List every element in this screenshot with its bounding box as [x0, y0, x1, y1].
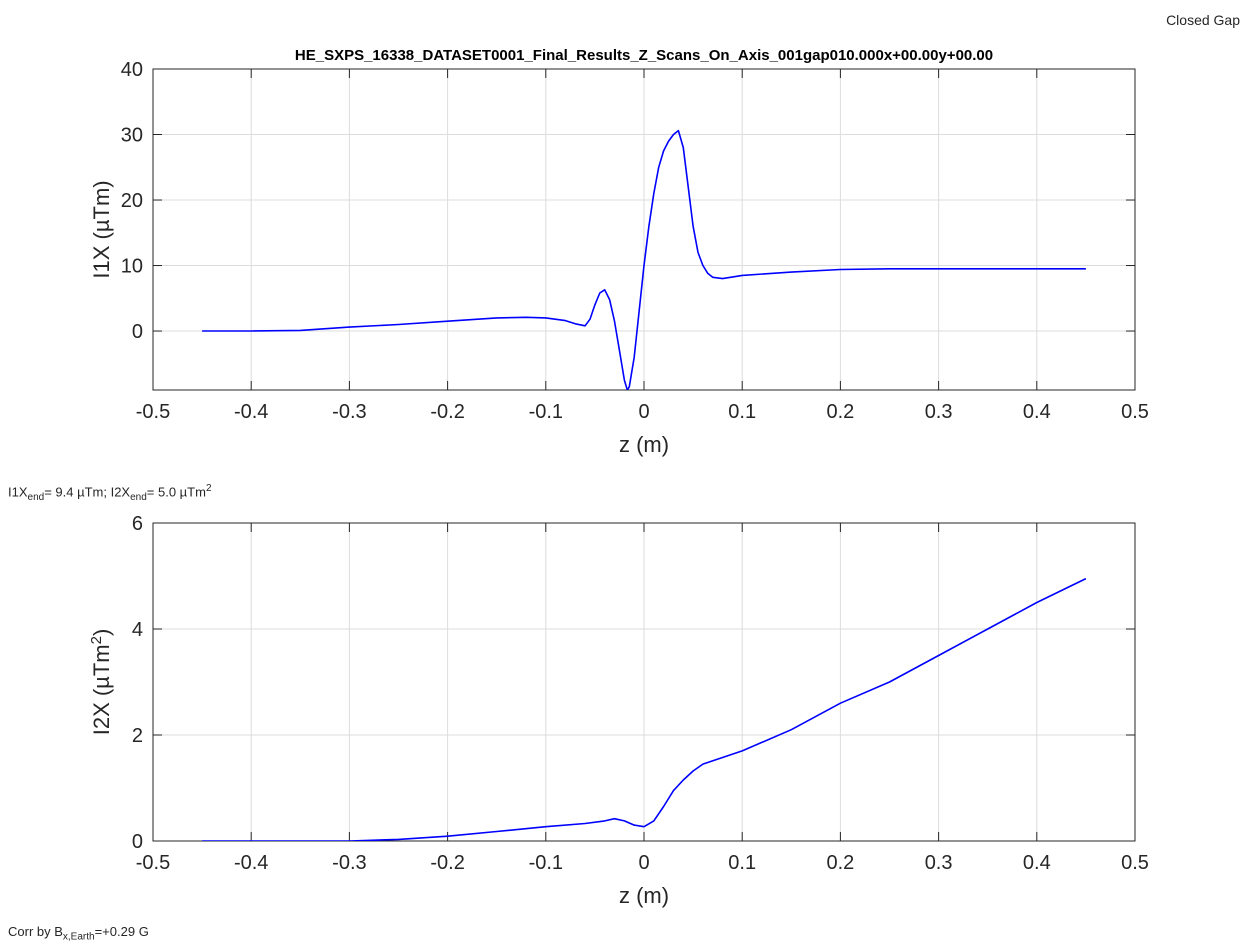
y-axis-label: I2X (µTm2) — [88, 629, 114, 736]
i2-subscript: end — [130, 491, 147, 503]
x-tick-label: 0 — [638, 401, 649, 423]
chart-title: HE_SXPS_16338_DATASET0001_Final_Results_… — [295, 47, 993, 64]
y-tick-label: 10 — [121, 256, 143, 278]
i1-label: I1X — [8, 484, 28, 500]
corner-label: Closed Gap — [1166, 12, 1240, 28]
x-tick-label: 0.5 — [1121, 852, 1149, 874]
x-tick-label: 0.2 — [826, 852, 854, 874]
y-tick-label: 2 — [132, 725, 143, 747]
x-tick-label: -0.4 — [234, 852, 268, 874]
y-axis-label: I1X (µTm) — [89, 180, 114, 278]
i1-value: = 9.4 µTm; — [44, 484, 111, 500]
x-tick-label: -0.4 — [234, 401, 268, 423]
x-tick-label: -0.2 — [430, 401, 464, 423]
y-tick-label: 6 — [132, 513, 143, 535]
top-plot: -0.5 -0.4 -0.3 -0.2 -0.1 0 0.1 0.2 0.3 0.4 0.5 0 10 2… — [89, 47, 1149, 457]
x-tick-label: -0.5 — [136, 852, 170, 874]
x-tick-label: 0.5 — [1121, 401, 1149, 423]
x-tick-label: -0.3 — [332, 852, 366, 874]
data-line — [202, 577, 1087, 841]
integral-summary: I1Xend= 9.4 µTm; I2Xend= 5.0 µTm2 — [8, 483, 212, 503]
i2-value: = 5.0 µTm — [146, 484, 206, 500]
x-tick-label: -0.5 — [136, 401, 170, 423]
x-tick-label: 0.1 — [728, 401, 756, 423]
y-tick-label: 20 — [121, 190, 143, 212]
y-tick-label: 30 — [121, 125, 143, 147]
x-tick-label: 0.4 — [1023, 852, 1051, 874]
correction-prefix: Corr by B — [8, 924, 63, 939]
x-tick-label: 0.3 — [925, 401, 953, 423]
x-tick-label: 0.3 — [925, 852, 953, 874]
y-tick-label: 40 — [121, 59, 143, 81]
x-tick-label: -0.1 — [529, 401, 563, 423]
x-tick-label: 0.2 — [826, 401, 854, 423]
i2-unit-exponent: 2 — [205, 483, 212, 494]
x-axis-label: z (m) — [619, 883, 669, 908]
correction-value: =+0.29 G — [94, 924, 149, 939]
x-tick-label: -0.3 — [332, 401, 366, 423]
correction-subscript: x,Earth — [62, 931, 95, 943]
x-tick-label: 0 — [638, 852, 649, 874]
x-tick-label: -0.2 — [430, 852, 464, 874]
x-tick-label: 0.4 — [1023, 401, 1051, 423]
bottom-plot: -0.5 -0.4 -0.3 -0.2 -0.1 0 0.1 0.2 0.3 0.4 0.5 0 2 4 6… — [88, 513, 1149, 908]
y-tick-label: 0 — [132, 831, 143, 853]
y-tick-label: 4 — [132, 619, 143, 641]
y-tick-label: 0 — [132, 321, 143, 343]
data-line — [202, 129, 1086, 390]
x-tick-label: 0.1 — [728, 852, 756, 874]
earth-field-correction: Corr by Bx,Earth=+0.29 G — [8, 924, 149, 943]
i1-subscript: end — [27, 491, 45, 503]
x-axis-label: z (m) — [619, 432, 669, 457]
i2-label: I2X — [110, 484, 131, 500]
x-tick-label: -0.1 — [529, 852, 563, 874]
